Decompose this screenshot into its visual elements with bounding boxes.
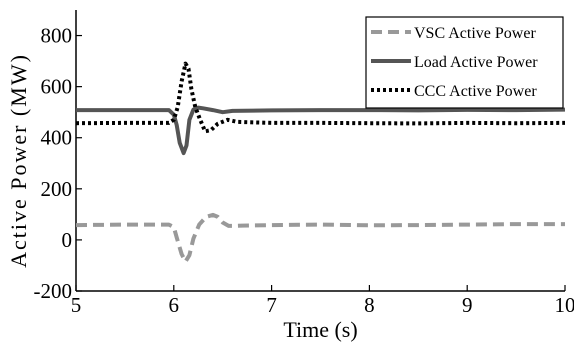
legend-label-1: VSC Active Power xyxy=(414,25,536,42)
axes xyxy=(75,10,565,292)
y-tick-label: 0 xyxy=(62,228,73,252)
x-tick-label: 5 xyxy=(71,293,82,317)
x-tick-label: 8 xyxy=(364,293,375,317)
legend: VSC Active Power Load Active Power CCC Act… xyxy=(365,16,564,109)
x-tick-label: 9 xyxy=(462,293,473,317)
y-tick-label: 600 xyxy=(41,75,73,99)
y-tick-label: -200 xyxy=(34,279,73,303)
x-axis-label: Time (s) xyxy=(283,317,357,342)
y-axis-label: Active Power (MW) xyxy=(6,53,31,268)
x-tick-label: 6 xyxy=(169,293,180,317)
x-tick-label: 7 xyxy=(266,293,277,317)
ticks-layer: 5 6 7 8 9 10 -200 0 200 400 600 800 xyxy=(34,24,574,317)
y-tick-label: 800 xyxy=(41,24,73,48)
y-tick-label: 400 xyxy=(41,126,73,150)
x-tick-label: 10 xyxy=(555,293,574,317)
y-tick-label: 200 xyxy=(41,177,73,201)
series-layer xyxy=(75,61,566,264)
series-line-2 xyxy=(76,105,566,156)
series-line-1 xyxy=(75,212,565,264)
legend-label-2: Load Active Power xyxy=(414,54,538,71)
legend-label-3: CCC Active Power xyxy=(414,83,537,100)
